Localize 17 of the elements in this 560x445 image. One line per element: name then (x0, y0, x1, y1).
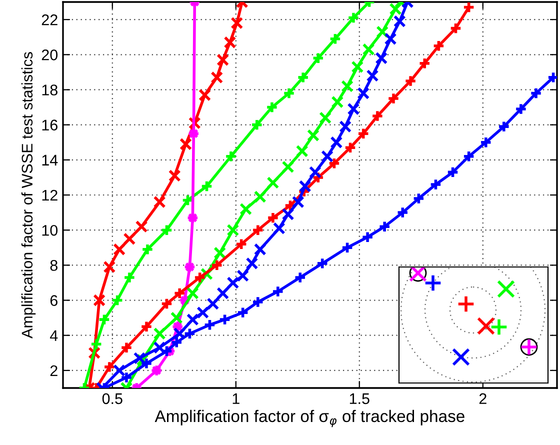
y-tick-label: 10 (42, 224, 58, 236)
y-tick-label: 14 (42, 154, 58, 166)
y-tick-label: 20 (42, 50, 58, 60)
x-tick-label: 0.5 (102, 393, 122, 404)
x-axis-title: Amplification factor of σ$_{φ}$ of tracked phase (154, 410, 464, 428)
x-tick-label: 1 (232, 393, 240, 404)
y-tick-label: 6 (50, 295, 58, 306)
y-tick-label: 16 (42, 120, 58, 131)
x-tick-label: 2 (479, 393, 486, 404)
y-tick-label: 22 (42, 14, 58, 26)
x-tick-label: 1.5 (350, 393, 370, 404)
y-tick-label: 12 (42, 190, 58, 201)
y-tick-label: 8 (50, 260, 58, 271)
y-tick-label: 2 (50, 365, 58, 376)
y-axis-title: Amplification factor of WSSE test statistics (21, 52, 36, 338)
y-tick-label: 18 (42, 84, 58, 96)
y-tick-label: 4 (50, 330, 58, 341)
